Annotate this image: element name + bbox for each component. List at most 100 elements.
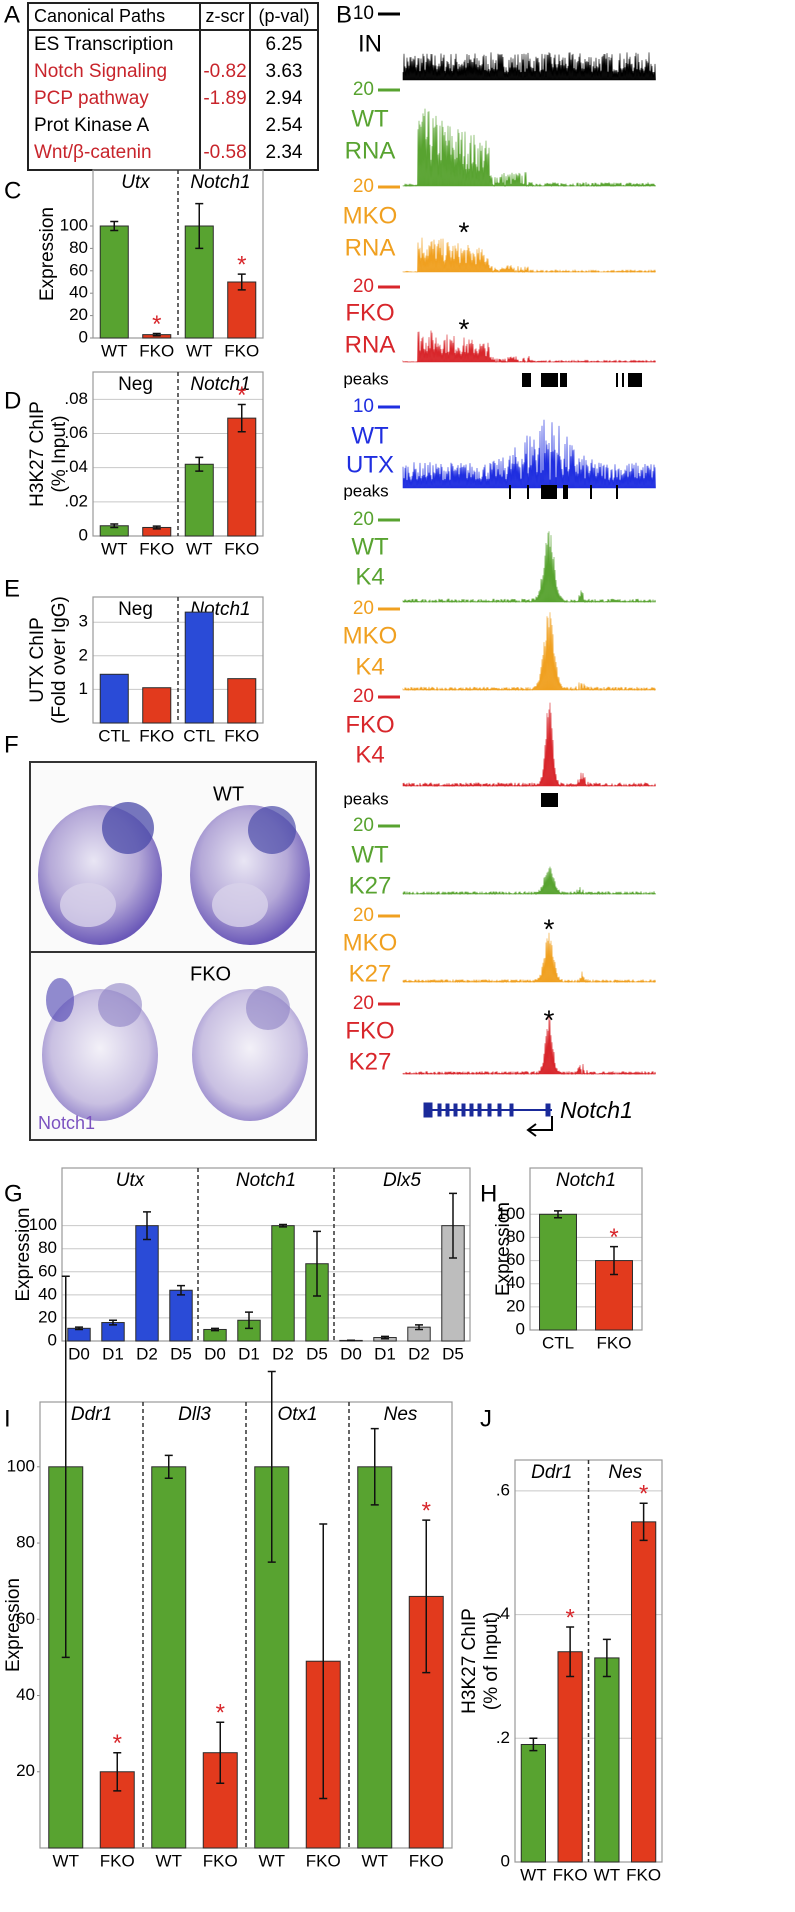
error-bar [110, 220, 119, 232]
x-tick-label: WT [186, 539, 212, 558]
y-axis-label: UTX ChIP [27, 617, 48, 703]
y-tick-label: 3 [79, 612, 88, 631]
y-tick-label: 20 [69, 305, 88, 324]
y-tick-label: 0 [48, 1330, 57, 1349]
group-label: Dll3 [178, 1404, 211, 1425]
y-tick-label: 40 [69, 283, 88, 302]
panel-label: A [4, 1, 20, 28]
track-scale: 20 [353, 815, 374, 836]
group-label: Ddr1 [531, 1462, 572, 1483]
error-bar [415, 1324, 423, 1331]
table-cell: -0.82 [203, 61, 246, 82]
track-label: FKO [345, 1017, 394, 1044]
track-scale: 20 [353, 176, 374, 197]
x-tick-label: D1 [102, 1344, 124, 1363]
y-tick-label: 40 [38, 1284, 57, 1303]
significance-star: * [639, 1481, 648, 1508]
panel-label: J [480, 1405, 492, 1432]
x-tick-label: FKO [139, 341, 174, 360]
y-tick-label: 0 [79, 327, 88, 346]
peak-call [509, 485, 511, 499]
error-bar [566, 1626, 575, 1678]
error-bar [195, 456, 204, 472]
table-cell: -0.58 [203, 142, 246, 163]
track-label: WT [351, 422, 389, 449]
track-scale: 20 [353, 79, 374, 100]
x-tick-label: FKO [597, 1333, 632, 1352]
error-bar [164, 1454, 173, 1479]
y-tick-label: 0 [501, 1851, 510, 1870]
significance-star: * [565, 1604, 574, 1631]
peak-call [590, 485, 592, 499]
x-tick-label: D1 [238, 1344, 260, 1363]
x-tick-label: D5 [442, 1344, 464, 1363]
x-tick-label: FKO [626, 1865, 661, 1884]
bar [227, 417, 257, 537]
x-tick-label: WT [53, 1851, 79, 1870]
y-axis-label: Expression [13, 1208, 34, 1302]
y-tick-label: 60 [69, 260, 88, 279]
error-bar [610, 1245, 618, 1276]
track-signal [402, 108, 657, 188]
bar [227, 281, 257, 339]
track-scale: 20 [353, 993, 374, 1014]
table-cell: 2.54 [266, 115, 303, 136]
x-tick-label: D5 [306, 1344, 328, 1363]
panel-label: F [4, 731, 19, 758]
track-signal [402, 1013, 656, 1076]
y-tick-label: 100 [60, 215, 88, 234]
track-label: IN [358, 30, 382, 57]
significance-star: * [237, 382, 246, 409]
bar [142, 687, 172, 724]
table-cell: -1.89 [203, 88, 246, 109]
track-label: peaks [343, 369, 388, 388]
track-signal [402, 866, 657, 896]
group-label: Nes [384, 1404, 418, 1425]
error-bar [177, 1284, 185, 1296]
error-bar [319, 1523, 328, 1800]
x-tick-label: D2 [272, 1344, 294, 1363]
x-tick-label: CTL [98, 726, 130, 745]
y-tick-label: 80 [38, 1238, 57, 1257]
x-tick-label: D0 [340, 1344, 362, 1363]
x-tick-label: FKO [224, 539, 259, 558]
gene-name: Notch1 [560, 1097, 633, 1123]
track-label: MKO [343, 929, 398, 956]
y-tick-label: 60 [38, 1261, 57, 1280]
track-label: peaks [343, 789, 388, 808]
error-bar [152, 525, 161, 530]
error-bar [237, 273, 246, 291]
table-header: (p-val) [258, 6, 309, 26]
photo-label: WT [213, 783, 244, 805]
track-label: K4 [355, 741, 384, 768]
error-bar [110, 523, 119, 529]
track-scale: 20 [353, 598, 374, 619]
panel-label: C [4, 177, 21, 204]
x-tick-label: D2 [408, 1344, 430, 1363]
track-label: WT [351, 533, 389, 560]
track-label: FKO [345, 711, 394, 738]
x-tick-label: FKO [409, 1851, 444, 1870]
y-tick-label: .6 [496, 1480, 510, 1499]
y-tick-label: 2 [79, 645, 88, 664]
x-tick-label: FKO [224, 341, 259, 360]
error-bar [211, 1327, 219, 1332]
y-tick-label: 100 [29, 1215, 57, 1234]
y-axis-label: (Fold over IgG) [49, 596, 70, 724]
photo-label: FKO [190, 963, 231, 985]
significance-star: * [422, 1498, 431, 1525]
track-label: RNA [345, 137, 396, 164]
bar [630, 1521, 657, 1863]
peak-call [616, 485, 618, 499]
peak-call [541, 485, 557, 499]
error-bar [109, 1319, 117, 1326]
x-tick-label: WT [259, 1851, 285, 1870]
bar [184, 463, 214, 537]
error-bar [279, 1223, 287, 1228]
photo-label: Notch1 [38, 1113, 95, 1133]
x-tick-label: WT [362, 1851, 388, 1870]
error-bar [113, 1751, 122, 1792]
bar [151, 1466, 187, 1849]
y-axis-label: Expression [493, 1202, 514, 1296]
error-bar [313, 1230, 321, 1297]
